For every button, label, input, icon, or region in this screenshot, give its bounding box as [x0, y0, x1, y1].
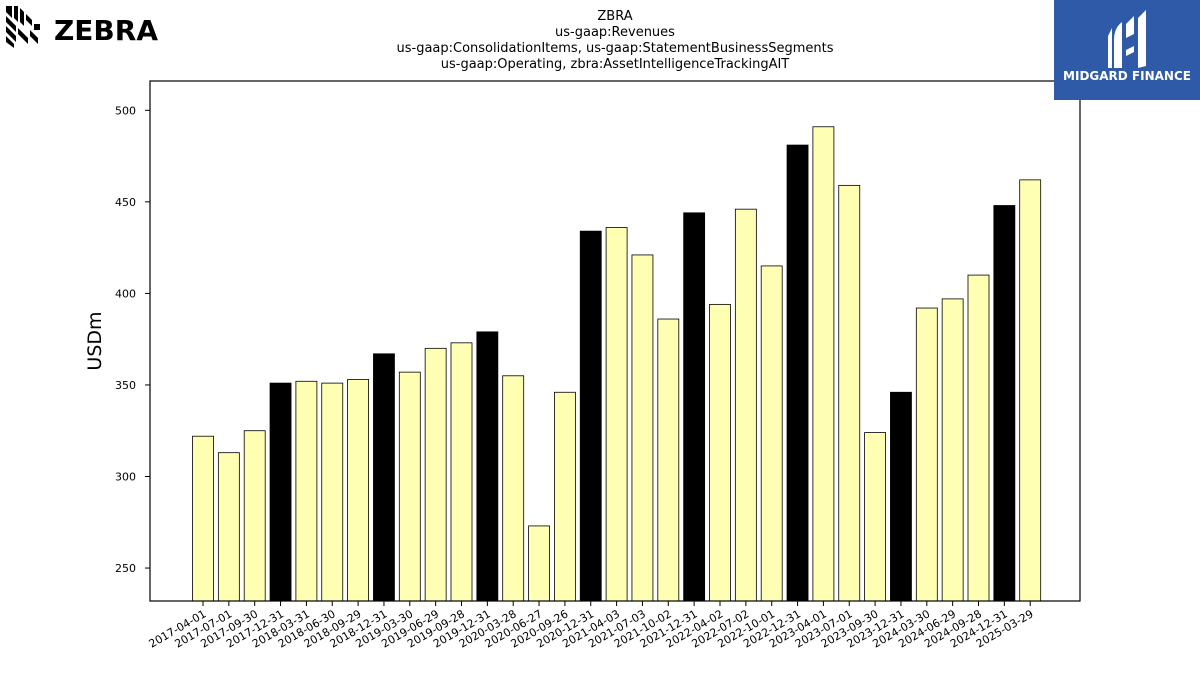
x-axis: 2017-04-012017-07-012017-09-302017-12-31… [147, 601, 1036, 651]
bar-2022-04-02 [709, 303, 731, 602]
bar-2022-07-02 [734, 208, 757, 602]
midgard-m-icon [1108, 10, 1146, 68]
zebra-logo: ZEBRA [4, 4, 158, 52]
y-axis: 250 300 350 400 450 500 [115, 104, 150, 575]
y-tick-label: 450 [115, 196, 136, 209]
bar-2021-04-03 [605, 227, 628, 602]
bar-2024-03-30 [915, 307, 938, 602]
y-axis-label: USDm [84, 311, 106, 370]
bar-2017-04-01 [192, 435, 214, 602]
chart-title-line-2: us-gaap:Revenues [555, 25, 675, 40]
zebra-logo-text: ZEBRA [54, 14, 159, 47]
bar-2024-12-31 [993, 205, 1016, 602]
plot-area-frame [149, 80, 1081, 602]
chart-title-line-1: ZBRA [597, 9, 632, 24]
bar-2022-12-31 [786, 144, 809, 602]
bar-2020-12-31 [579, 230, 602, 602]
y-tick-label: 500 [115, 104, 136, 117]
bar-2021-10-02 [657, 318, 680, 602]
chart-title-line-3: us-gaap:ConsolidationItems, us-gaap:Stat… [396, 41, 833, 56]
chart-title: ZBRA us-gaap:Revenues us-gaap:Consolidat… [396, 9, 833, 72]
bar-2021-07-03 [631, 254, 654, 602]
bar-2024-06-29 [941, 298, 964, 602]
bar-2020-03-28 [502, 375, 525, 602]
zebra-stripes-icon [6, 6, 40, 48]
bar-2023-12-31 [890, 391, 912, 602]
y-tick-label: 350 [115, 379, 136, 392]
bar-2023-09-30 [864, 432, 886, 602]
bar-2019-03-30 [398, 371, 421, 602]
bar-2017-07-01 [217, 452, 240, 602]
bar-2024-09-28 [967, 274, 990, 602]
bar-2022-10-01 [760, 265, 783, 602]
bar-2020-09-26 [554, 391, 576, 602]
bar-2023-07-01 [838, 184, 861, 602]
midgard-finance-badge: MIDGARD FINANCE [1054, 0, 1200, 100]
bar-2018-09-29 [347, 379, 370, 602]
y-tick-label: 300 [115, 470, 136, 483]
bar-2019-09-28 [450, 342, 473, 602]
bar-2025-03-29 [1019, 179, 1042, 602]
bar-2019-06-29 [424, 347, 447, 602]
bar-2019-12-31 [476, 331, 499, 602]
chart-title-line-4: us-gaap:Operating, zbra:AssetIntelligenc… [441, 57, 790, 72]
bar-2017-09-30 [243, 430, 266, 602]
bar-2020-06-27 [528, 525, 550, 602]
bar-2018-12-31 [373, 353, 395, 602]
bar-series [192, 126, 1042, 602]
bar-2023-04-01 [812, 126, 835, 602]
y-tick-label: 250 [115, 562, 136, 575]
bar-2021-12-31 [683, 212, 706, 602]
bar-2018-03-31 [295, 380, 318, 602]
bar-2018-06-30 [321, 382, 344, 602]
y-tick-label: 400 [115, 287, 136, 300]
bar-2017-12-31 [269, 382, 292, 602]
midgard-finance-label: MIDGARD FINANCE [1063, 69, 1191, 83]
